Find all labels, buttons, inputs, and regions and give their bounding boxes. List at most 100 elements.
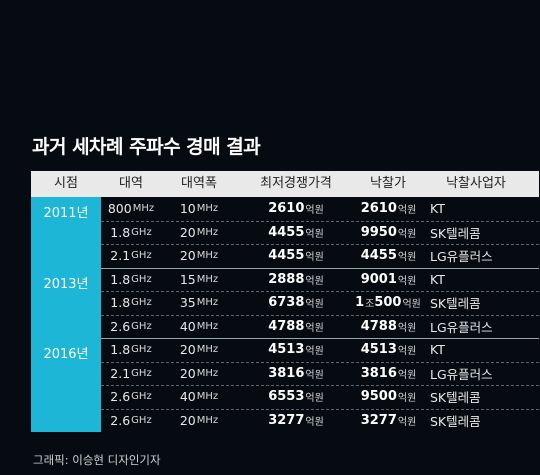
min-price-value: 6553	[268, 389, 305, 405]
min-price-value: 4788	[268, 318, 305, 334]
band-value: 1.8	[110, 295, 131, 311]
table-row: 1.8 GHz 35 MHz 6738 억원 1 조 500 억원 SK텔레콤	[101, 291, 539, 315]
min-price-unit: 억원	[305, 252, 324, 264]
bandwidth-cell: 15 MHz	[163, 268, 235, 292]
winning-bid-unit: 억원	[397, 393, 417, 405]
bandwidth-cell: 40 MHz	[163, 315, 235, 339]
bandwidth-unit: MHz	[196, 414, 219, 426]
winning-bidder-name: LG유플러스	[430, 366, 493, 382]
band-cell: 1.8 GHz	[101, 338, 161, 362]
winning-bidder-cell: KT	[430, 268, 530, 292]
winning-bid-unit: 억원	[397, 322, 417, 334]
min-price-cell: 2610 억원	[240, 197, 352, 221]
band-unit: GHz	[131, 320, 152, 332]
min-price-unit: 억원	[305, 228, 324, 240]
winning-bidder-name: KT	[430, 271, 445, 287]
winning-bidder-cell: KT	[430, 338, 530, 362]
min-price-cell: 3277 억원	[240, 409, 352, 433]
table-row: 2.6 GHz 40 MHz 4788 억원 4788 억원 LG유플러스	[101, 315, 539, 339]
winning-bidder-name: KT	[430, 201, 445, 217]
min-price-value: 4455	[268, 224, 305, 240]
bandwidth-value: 40	[179, 389, 196, 405]
bandwidth-unit: MHz	[196, 226, 219, 238]
winning-bid-cell: 2610 억원	[352, 197, 424, 221]
header-band: 대역	[119, 176, 143, 191]
winning-bidder-name: SK텔레콤	[430, 390, 481, 406]
bandwidth-cell: 20 MHz	[163, 338, 235, 362]
row-divider	[101, 385, 539, 386]
band-unit: GHz	[131, 344, 152, 356]
header-wave-graphic	[2, 0, 538, 125]
min-price-cell: 3816 억원	[240, 362, 352, 386]
band-cell: 2.1 GHz	[101, 244, 161, 268]
bandwidth-unit: MHz	[196, 273, 219, 285]
year-cell: 2013년	[31, 267, 101, 338]
winning-bid-unit: 억원	[397, 275, 417, 287]
band-unit: GHz	[131, 273, 152, 285]
min-price-unit: 억원	[305, 346, 324, 358]
table-row: 2.1 GHz 20 MHz 3816 억원 3816 억원 LG유플러스	[101, 362, 539, 386]
winning-bid-value: 9950	[360, 224, 397, 240]
band-value: 800	[107, 201, 132, 217]
min-price-unit: 억원	[305, 322, 324, 334]
group-divider	[31, 267, 539, 269]
min-price-cell: 4513 억원	[240, 338, 352, 362]
winning-bid-value: 4455	[360, 248, 397, 264]
bandwidth-value: 35	[179, 295, 196, 311]
bandwidth-unit: MHz	[196, 250, 219, 262]
min-price-value: 2888	[268, 271, 305, 287]
winning-bid-cell: 4788 억원	[352, 315, 424, 339]
year-cell: 2016년	[31, 338, 101, 432]
min-price-cell: 6738 억원	[240, 291, 352, 315]
min-price-cell: 2888 억원	[240, 268, 352, 292]
band-cell: 1.8 GHz	[101, 221, 161, 245]
winning-bid-unit: 억원	[402, 299, 421, 311]
bandwidth-unit: MHz	[196, 367, 219, 379]
winning-bid-unit: 억원	[397, 228, 417, 240]
table-row: 1.8 GHz 15 MHz 2888 억원 9001 억원 KT	[101, 268, 539, 292]
winning-bidder-cell: LG유플러스	[430, 315, 530, 339]
group-divider	[31, 338, 539, 339]
bandwidth-cell: 35 MHz	[163, 291, 235, 315]
winning-bidder-cell: SK텔레콤	[430, 291, 530, 315]
band-unit: GHz	[131, 226, 152, 238]
winning-bidder-name: LG유플러스	[430, 249, 493, 265]
bandwidth-value: 10	[179, 201, 196, 217]
table-row: 2.6 GHz 20 MHz 3277 억원 3277 억원 SK텔레콤	[101, 409, 539, 433]
row-divider	[101, 361, 539, 363]
min-price-unit: 억원	[305, 416, 324, 428]
header-winning-bidder: 낙찰사업자	[446, 176, 506, 191]
min-price-value: 6738	[268, 295, 305, 311]
bandwidth-value: 20	[179, 412, 196, 428]
winning-bid-unit: 억원	[397, 369, 417, 381]
winning-bid-value: 4788	[360, 318, 397, 334]
bandwidth-unit: MHz	[196, 320, 219, 332]
winning-bid-unit: 억원	[397, 346, 417, 358]
min-price-unit: 억원	[305, 393, 324, 405]
winning-bid-value: 2610	[360, 201, 397, 217]
winning-bid-value: 9001	[360, 271, 397, 287]
winning-bid-cell: 3816 억원	[352, 362, 424, 386]
band-cell: 2.1 GHz	[101, 362, 161, 386]
header-period: 시점	[54, 176, 78, 191]
band-cell: 1.8 GHz	[101, 291, 161, 315]
winning-prefix-unit: 조	[365, 299, 375, 311]
min-price-unit: 억원	[305, 369, 324, 381]
row-divider	[101, 408, 539, 410]
table-header-bar	[31, 171, 539, 197]
page-title: 과거 세차례 주파수 경매 결과	[32, 136, 261, 158]
winning-bid-cell: 9001 억원	[352, 268, 424, 292]
band-unit: GHz	[131, 391, 152, 403]
winning-bidder-cell: SK텔레콤	[430, 409, 530, 433]
winning-bid-value: 3816	[360, 365, 397, 381]
winning-bid-cell: 1 조 500 억원	[352, 291, 424, 315]
winning-bidder-cell: KT	[430, 197, 530, 221]
winning-bid-cell: 9950 억원	[352, 221, 424, 245]
winning-bidder-name: KT	[430, 342, 445, 358]
band-value: 1.8	[110, 224, 131, 240]
bandwidth-value: 20	[179, 224, 196, 240]
header-winning-bid: 낙찰가	[370, 176, 406, 191]
bandwidth-value: 15	[179, 271, 196, 287]
header-min-price: 최저경쟁가격	[260, 176, 332, 191]
graphic-credit: 그래픽: 이승현 디자인기자	[33, 453, 161, 467]
